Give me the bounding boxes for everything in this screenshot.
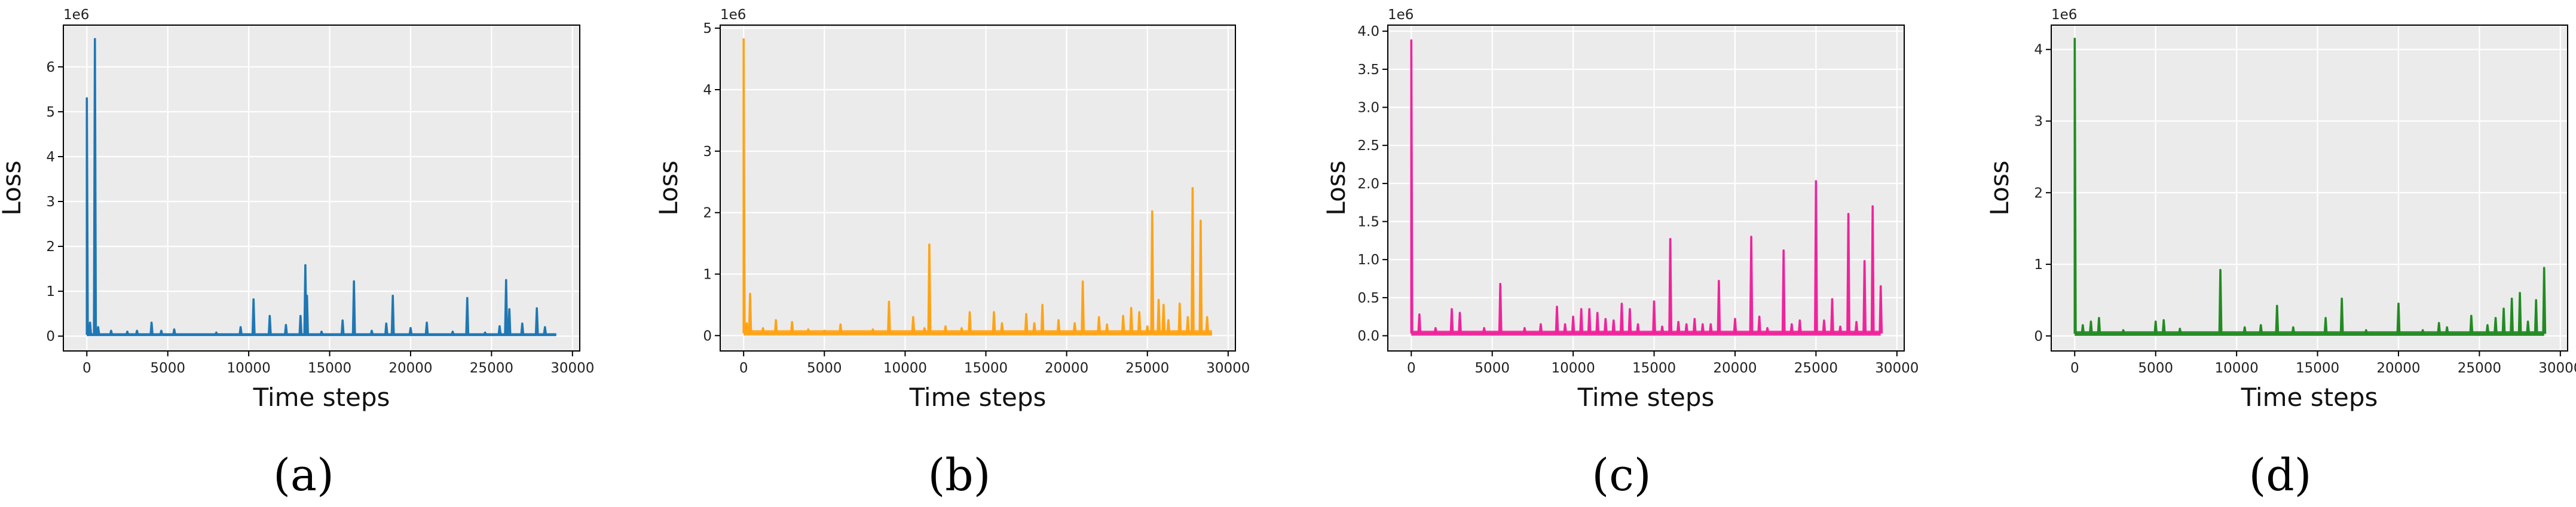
y-tick-label: 1 (703, 267, 712, 282)
panel-caption: (d) (2248, 450, 2311, 501)
y-tick-label: 0 (46, 329, 55, 344)
y-tick-label: 0 (2034, 329, 2043, 344)
plot-frame (1387, 25, 1905, 352)
y-tick-label: 2.5 (1357, 138, 1379, 154)
x-tick-label: 5000 (2138, 361, 2173, 376)
chart-panel-d: 0 5000 10000 15000 20000 25000 30000 0 1 2 3 4 1e6 Ti… (1985, 7, 2576, 501)
panel-caption: (c) (1592, 450, 1651, 501)
x-tick-label: 25000 (1125, 361, 1169, 376)
y-tick-label: 0.0 (1357, 329, 1379, 344)
y-tick-label: 3 (703, 144, 712, 160)
chart-panel-c: 0 5000 10000 15000 20000 25000 30000 0.0 0.5 1.0 1… (1321, 7, 1919, 501)
y-tick-label: 2 (703, 206, 712, 221)
x-tick-label: 10000 (1552, 361, 1595, 376)
y-tick-label: 3.0 (1357, 100, 1379, 116)
x-tick-label: 0 (1407, 361, 1416, 376)
plot-frame (2051, 25, 2568, 352)
y-tick-label: 3.5 (1357, 62, 1379, 78)
x-tick-label: 20000 (388, 361, 432, 376)
y-axis-title: Loss (0, 160, 26, 215)
y-tick-label: 4 (2034, 42, 2043, 58)
x-tick-label: 20000 (1045, 361, 1088, 376)
loss-series-baseline (87, 333, 556, 337)
y-tick-label: 1 (2034, 257, 2043, 273)
x-tick-label: 5000 (1474, 361, 1510, 376)
x-tick-label: 25000 (1794, 361, 1838, 376)
x-axis-title: Time steps (1577, 383, 1715, 412)
y-tick-label: 5 (703, 21, 712, 36)
plot-area (63, 25, 580, 351)
x-tick-label: 0 (2070, 361, 2079, 376)
x-tick-label: 10000 (227, 361, 271, 376)
y-tick-label: 0.5 (1357, 291, 1379, 306)
y-tick-label: 2 (2034, 185, 2043, 201)
x-tick-label: 15000 (308, 361, 351, 376)
x-tick-label: 10000 (2215, 361, 2259, 376)
x-tick-label: 5000 (807, 361, 842, 376)
x-tick-label: 20000 (2376, 361, 2420, 376)
x-axis-title: Time steps (909, 383, 1047, 412)
loss-series-baseline (2075, 331, 2544, 336)
x-tick-label: 15000 (964, 361, 1008, 376)
x-tick-label: 30000 (2538, 361, 2576, 376)
y-axis-title: Loss (1321, 160, 1351, 215)
x-tick-label: 5000 (150, 361, 185, 376)
loss-series-baseline (1411, 331, 1881, 336)
loss-series-baseline (744, 330, 1212, 336)
x-axis-title: Time steps (253, 383, 390, 412)
x-tick-label: 15000 (1632, 361, 1676, 376)
x-tick-label: 15000 (2296, 361, 2339, 376)
x-tick-label: 30000 (1875, 361, 1919, 376)
plot-area (720, 25, 1235, 351)
x-tick-label: 30000 (550, 361, 594, 376)
plot-area (1388, 25, 1904, 351)
plot-frame (63, 25, 580, 352)
y-tick-label: 4 (703, 83, 712, 98)
x-tick-label: 10000 (883, 361, 927, 376)
loss-series-line (1410, 39, 1883, 335)
y-offset-label: 1e6 (63, 7, 89, 23)
x-tick-label: 20000 (1713, 361, 1757, 376)
y-axis-title: Loss (1985, 160, 2014, 215)
chart-panel-b: 0 5000 10000 15000 20000 25000 30000 0 1 2 3 4 5 1e6 T… (654, 7, 1250, 501)
x-axis-title: Time steps (2241, 383, 2378, 412)
panel-caption: (b) (928, 450, 990, 501)
plot-area (2051, 25, 2568, 351)
y-offset-label: 1e6 (2051, 7, 2077, 23)
y-tick-label: 1.5 (1357, 215, 1379, 230)
y-tick-label: 2.0 (1357, 176, 1379, 192)
y-tick-label: 4.0 (1357, 24, 1379, 39)
chart-panel-a: 0 5000 10000 15000 20000 25000 30000 0 1 2 3 4 5 6 1e6… (0, 7, 594, 501)
y-tick-label: 2 (46, 239, 55, 255)
x-tick-label: 25000 (2458, 361, 2501, 376)
y-tick-label: 6 (46, 60, 55, 75)
y-tick-label: 4 (46, 149, 55, 165)
y-tick-label: 0 (703, 328, 712, 344)
y-tick-label: 1 (46, 284, 55, 300)
y-tick-label: 3 (46, 194, 55, 210)
x-tick-label: 30000 (1206, 361, 1250, 376)
y-axis-title: Loss (654, 160, 683, 215)
panel-caption: (a) (273, 450, 334, 501)
y-tick-label: 5 (46, 105, 55, 120)
x-tick-label: 0 (82, 361, 91, 376)
x-tick-label: 25000 (470, 361, 513, 376)
y-tick-label: 1.0 (1357, 252, 1379, 268)
y-offset-label: 1e6 (1388, 7, 1414, 23)
x-tick-label: 0 (739, 361, 748, 376)
y-tick-label: 3 (2034, 114, 2043, 130)
y-offset-label: 1e6 (720, 7, 746, 23)
plot-frame (720, 25, 1236, 352)
